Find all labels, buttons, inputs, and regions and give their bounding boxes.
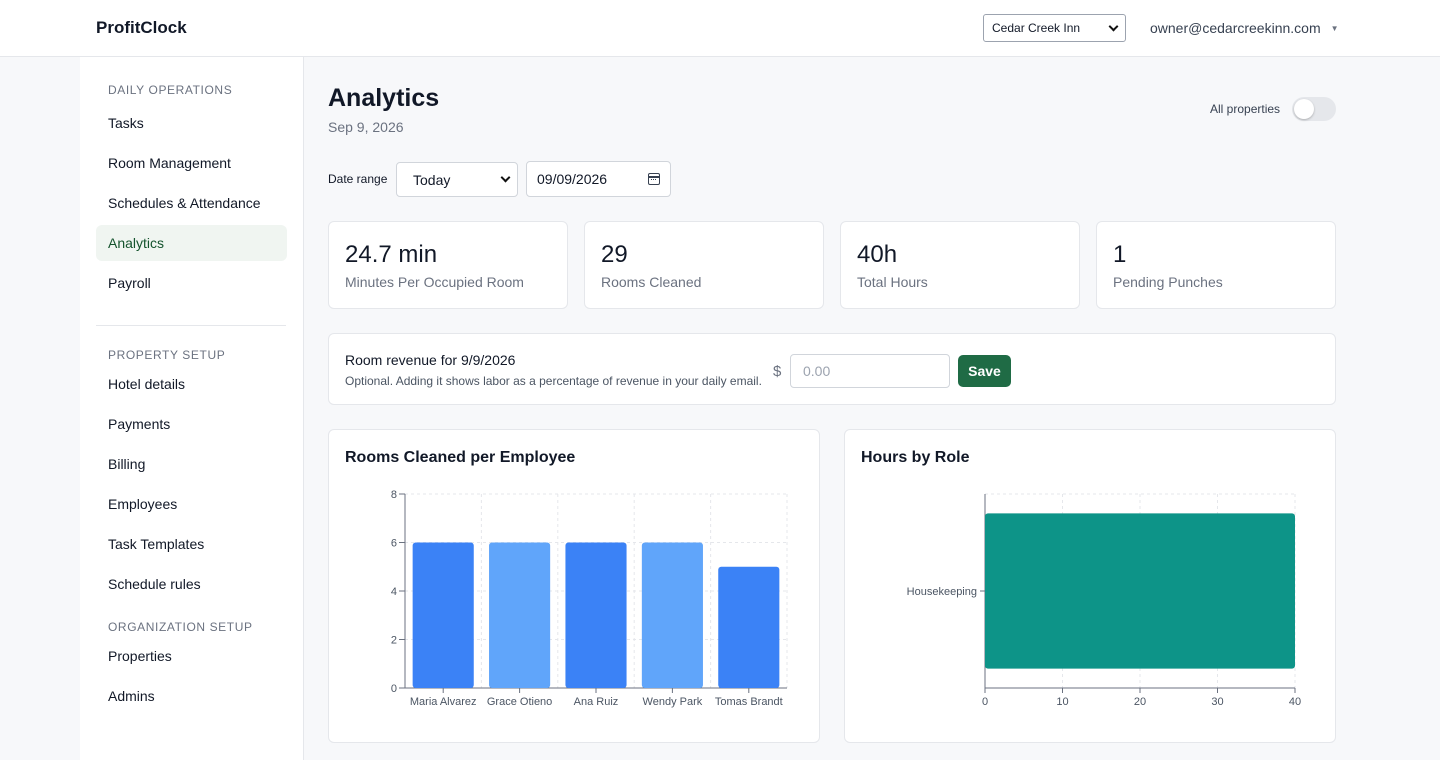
app-logo[interactable]: ProfitClock: [96, 18, 187, 37]
x-tick-label: 0: [982, 696, 988, 708]
toggle-knob: [1294, 99, 1314, 119]
main-content: Analytics Sep 9, 2026 All properties Dat…: [304, 57, 1440, 760]
sidebar-item-payroll[interactable]: Payroll: [108, 275, 151, 291]
x-tick-label: 30: [1211, 696, 1223, 708]
stat-label: Pending Punches: [1113, 274, 1223, 290]
x-tick-label: Maria Alvarez: [410, 696, 477, 708]
stat-value: 1: [1113, 241, 1127, 268]
currency-symbol: $: [773, 363, 782, 380]
chevron-down-icon: [1108, 21, 1119, 31]
stat-card-minutes-per-room: 24.7 min Minutes Per Occupied Room: [328, 221, 568, 309]
stat-label: Minutes Per Occupied Room: [345, 274, 524, 290]
chevron-down-icon: [500, 172, 511, 183]
x-tick-label: Wendy Park: [643, 696, 703, 708]
user-menu[interactable]: owner@cedarcreekinn.com ▼: [1150, 20, 1339, 36]
chart-title: Hours by Role: [861, 449, 970, 466]
left-gutter: [0, 57, 80, 760]
bar: [412, 542, 474, 688]
date-range-value: Today: [413, 171, 451, 188]
y-tick-label: 4: [391, 586, 397, 598]
stat-label: Rooms Cleaned: [601, 274, 702, 290]
sidebar-item-billing[interactable]: Billing: [108, 456, 146, 472]
page-date: Sep 9, 2026: [328, 119, 404, 135]
stat-card-rooms-cleaned: 29 Rooms Cleaned: [584, 221, 824, 309]
user-email: owner@cedarcreekinn.com: [1150, 20, 1321, 36]
bar: [985, 513, 1295, 669]
room-revenue-input[interactable]: 0.00: [790, 354, 950, 388]
rooms-cleaned-chart-card: Rooms Cleaned per Employee 0 2 4 6 8 Maria Al…: [328, 429, 820, 743]
stat-label: Total Hours: [857, 274, 928, 290]
sidebar-item-room-management[interactable]: Room Management: [108, 155, 231, 171]
y-tick-label: Housekeeping: [907, 586, 977, 598]
save-button[interactable]: Save: [958, 355, 1011, 387]
sidebar: DAILY OPERATIONS Tasks Room Management S…: [80, 57, 304, 760]
sidebar-item-schedules-attendance[interactable]: Schedules & Attendance: [108, 195, 261, 211]
bar: [641, 542, 703, 688]
x-tick-label: 10: [1056, 696, 1068, 708]
bar: [718, 566, 780, 688]
section-label-organization-setup: ORGANIZATION SETUP: [108, 620, 253, 634]
room-revenue-title: Room revenue for 9/9/2026: [345, 352, 516, 368]
chart-title: Rooms Cleaned per Employee: [345, 449, 576, 466]
sidebar-item-properties[interactable]: Properties: [108, 648, 172, 664]
sidebar-item-payments[interactable]: Payments: [108, 416, 171, 432]
property-select[interactable]: Cedar Creek Inn: [983, 14, 1126, 42]
x-tick-label: Tomas Brandt: [715, 696, 783, 708]
x-tick-label: Grace Otieno: [487, 696, 552, 708]
y-tick-label: 2: [391, 635, 397, 647]
sidebar-item-analytics[interactable]: Analytics: [96, 225, 287, 261]
date-range-label: Date range: [328, 172, 388, 186]
stat-value: 29: [601, 241, 628, 268]
x-tick-label: Ana Ruiz: [574, 696, 619, 708]
stat-card-pending-punches: 1 Pending Punches: [1096, 221, 1336, 309]
x-tick-label: 20: [1134, 696, 1146, 708]
property-select-value: Cedar Creek Inn: [992, 21, 1081, 35]
sidebar-item-admins[interactable]: Admins: [108, 688, 155, 704]
hours-by-role-chart-card: Hours by Role 0 10 20 30 40 Housekeeping: [844, 429, 1336, 743]
hours-by-role-chart: 0 10 20 30 40 Housekeeping: [907, 493, 1301, 708]
sidebar-item-hotel-details[interactable]: Hotel details: [108, 376, 186, 392]
rooms-cleaned-chart: 0 2 4 6 8 Maria Alvarez Grace Otieno Ana Ruiz We…: [391, 489, 788, 708]
room-revenue-card: Room revenue for 9/9/2026 Optional. Addi…: [328, 333, 1336, 405]
x-tick-label: 40: [1289, 696, 1301, 708]
bar: [489, 542, 551, 688]
stat-card-total-hours: 40h Total Hours: [840, 221, 1080, 309]
sidebar-divider: [96, 325, 286, 326]
all-properties-toggle[interactable]: [1292, 97, 1336, 121]
top-bar: ProfitClock Cedar Creek Inn owner@cedarc…: [0, 0, 1440, 57]
date-range-select[interactable]: Today: [396, 162, 518, 197]
sidebar-item-tasks[interactable]: Tasks: [108, 115, 144, 131]
sidebar-item-employees[interactable]: Employees: [108, 496, 178, 512]
page-title: Analytics: [328, 84, 440, 112]
room-revenue-help: Optional. Adding it shows labor as a per…: [345, 374, 762, 388]
stat-value: 24.7 min: [345, 241, 438, 268]
y-tick-label: 0: [391, 683, 397, 695]
date-input-value: 09/09/2026: [537, 171, 608, 187]
calendar-icon[interactable]: [648, 173, 660, 185]
caret-down-icon: ▼: [1330, 23, 1339, 33]
sidebar-item-task-templates[interactable]: Task Templates: [108, 536, 205, 552]
section-label-property-setup: PROPERTY SETUP: [108, 348, 226, 362]
bar: [565, 542, 627, 688]
date-input[interactable]: 09/09/2026: [526, 161, 671, 197]
y-tick-label: 6: [391, 538, 397, 550]
all-properties-label: All properties: [1210, 102, 1281, 116]
section-label-daily-operations: DAILY OPERATIONS: [108, 83, 233, 97]
sidebar-item-schedule-rules[interactable]: Schedule rules: [108, 576, 201, 592]
stat-value: 40h: [857, 241, 898, 268]
y-tick-label: 8: [391, 489, 397, 501]
